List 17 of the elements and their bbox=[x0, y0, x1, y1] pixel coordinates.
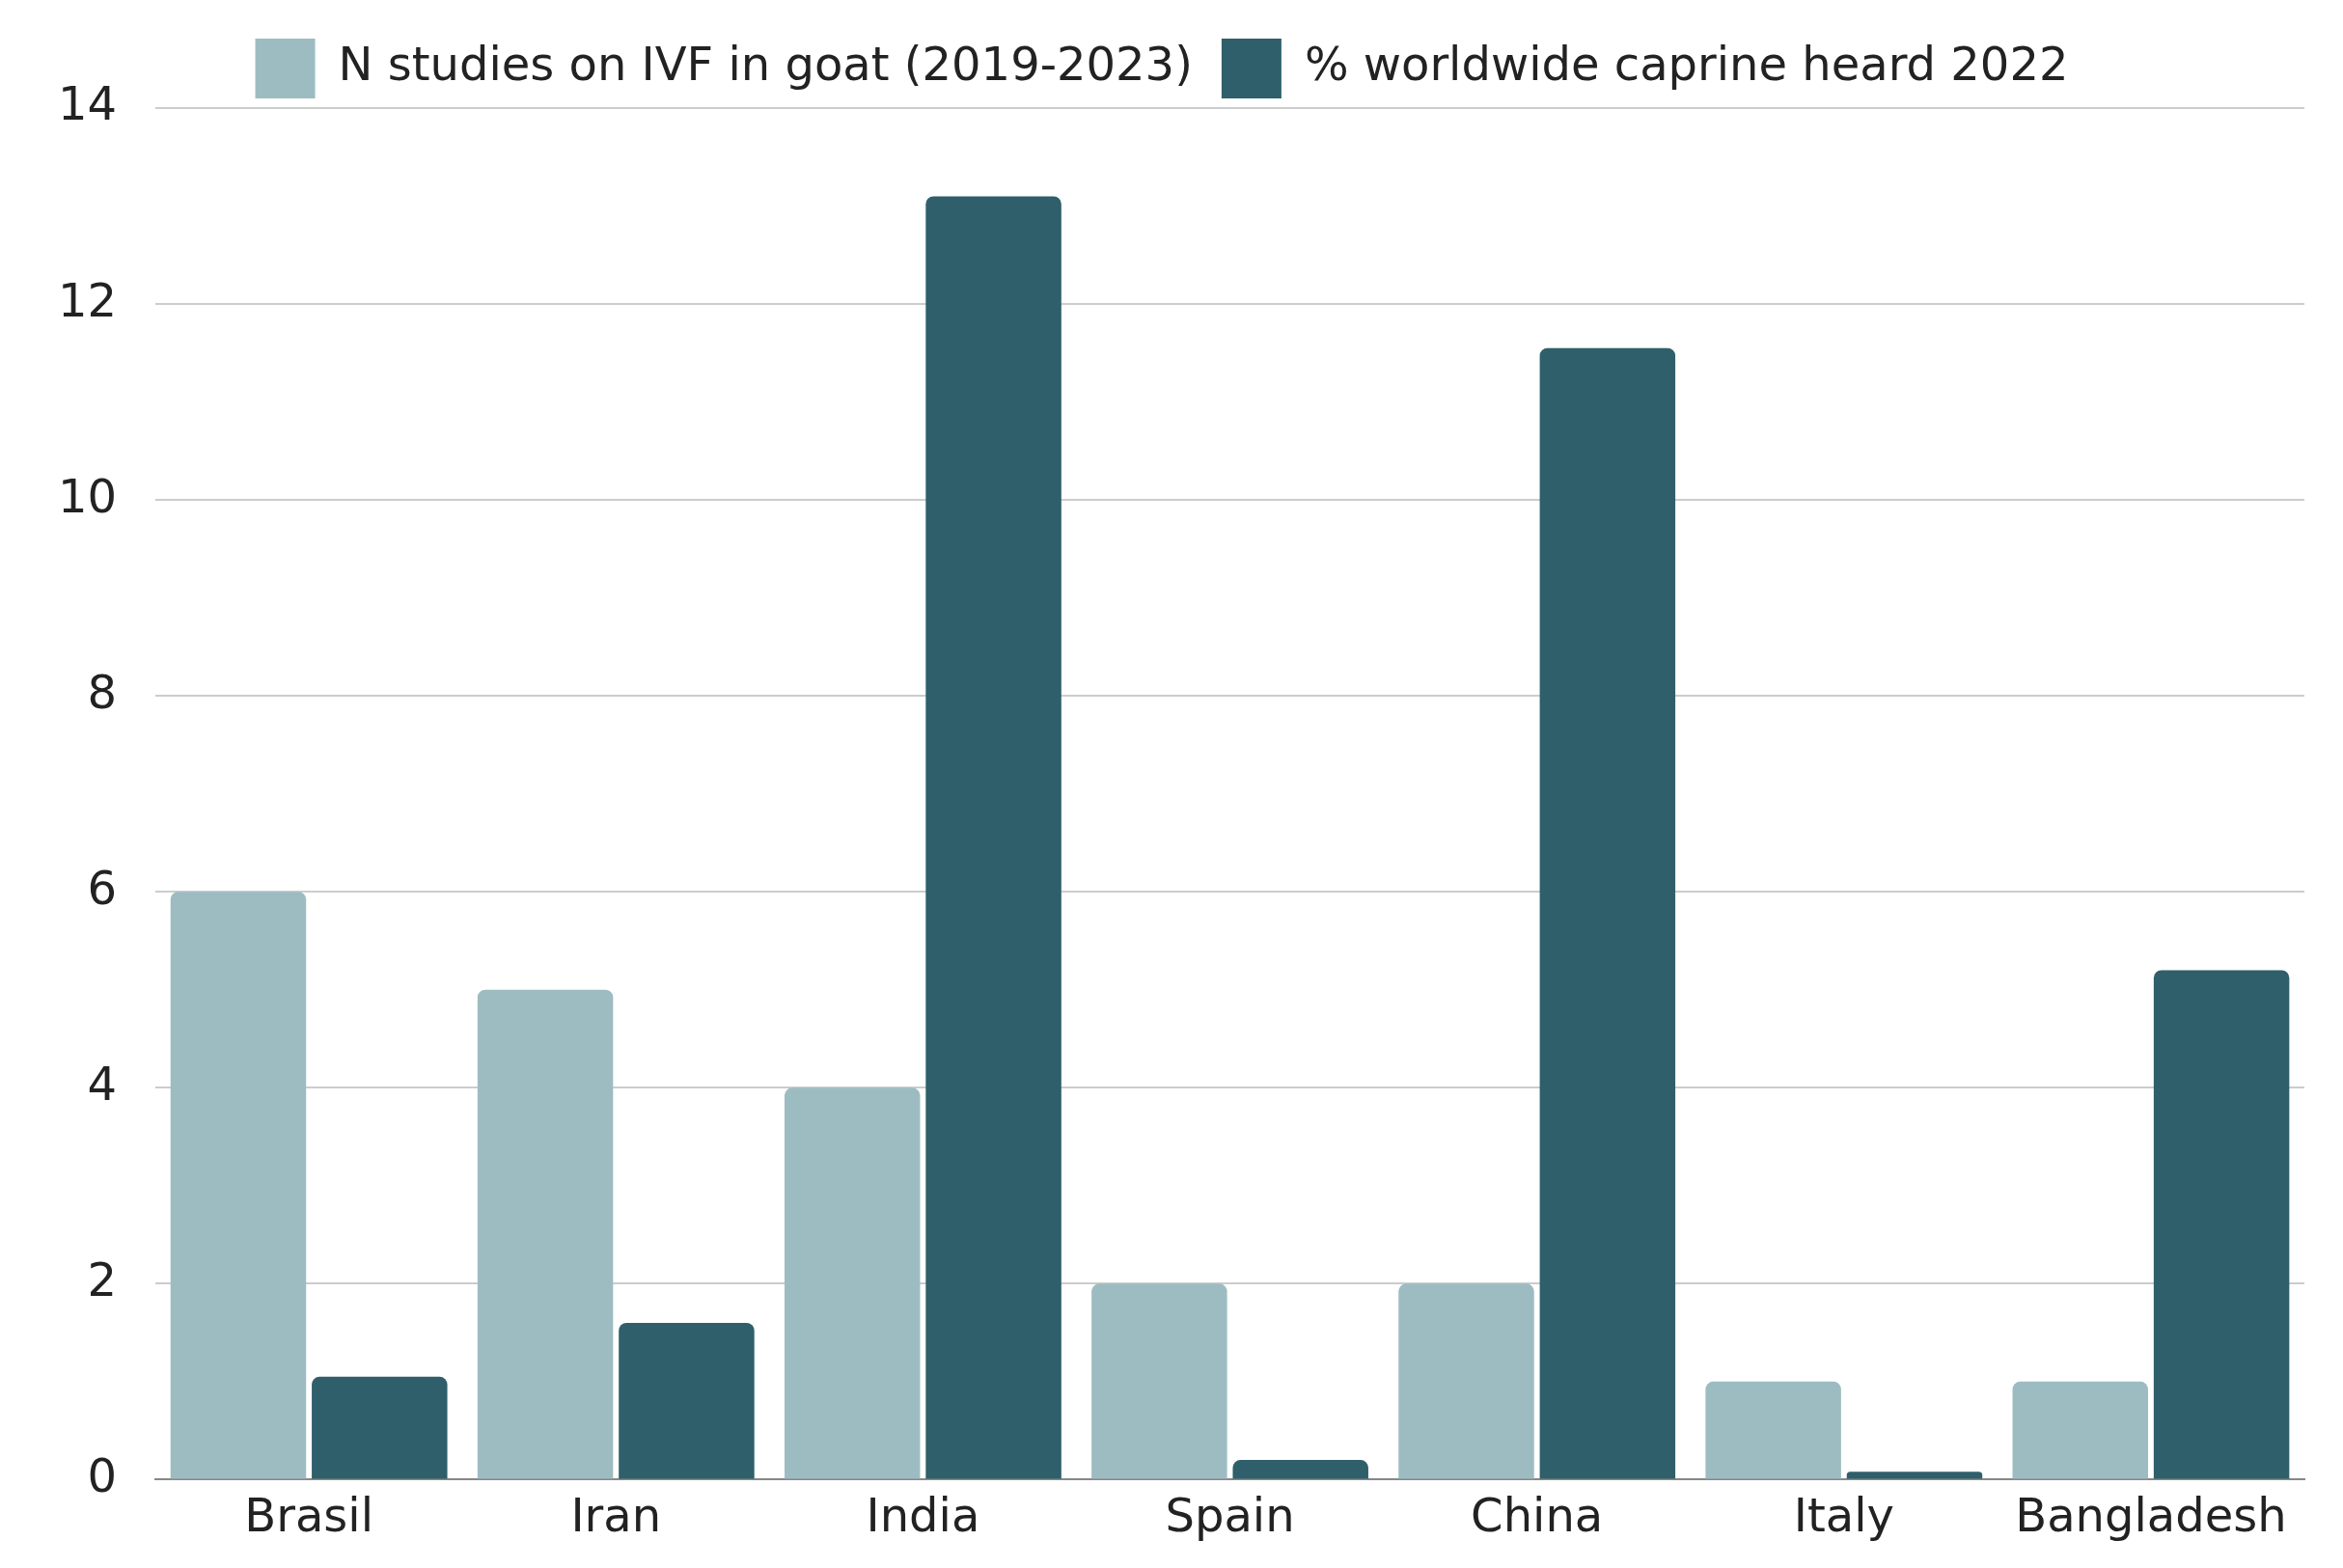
y-tick-label: 12 bbox=[58, 272, 118, 327]
y-tick-label: 6 bbox=[87, 860, 118, 915]
legend-label: N studies on IVF in goat (2019-2023) bbox=[338, 37, 1193, 92]
y-tick-label: 10 bbox=[58, 468, 118, 523]
x-tick-label: Brasil bbox=[244, 1487, 374, 1542]
y-tick-label: 2 bbox=[87, 1252, 118, 1307]
y-tick-label: 14 bbox=[58, 76, 118, 131]
x-tick-label: India bbox=[866, 1487, 980, 1542]
y-tick-label: 4 bbox=[87, 1056, 118, 1111]
x-tick-label: Bangladesh bbox=[2015, 1487, 2287, 1542]
y-tick-label: 0 bbox=[87, 1447, 118, 1502]
y-tick-label: 8 bbox=[87, 664, 118, 719]
x-tick-label: Iran bbox=[570, 1487, 662, 1542]
x-tick-label: Italy bbox=[1793, 1487, 1894, 1542]
x-tick-label: Spain bbox=[1165, 1487, 1295, 1542]
x-tick-label: China bbox=[1471, 1487, 1604, 1542]
legend-label: % worldwide caprine heard 2022 bbox=[1304, 37, 2069, 92]
